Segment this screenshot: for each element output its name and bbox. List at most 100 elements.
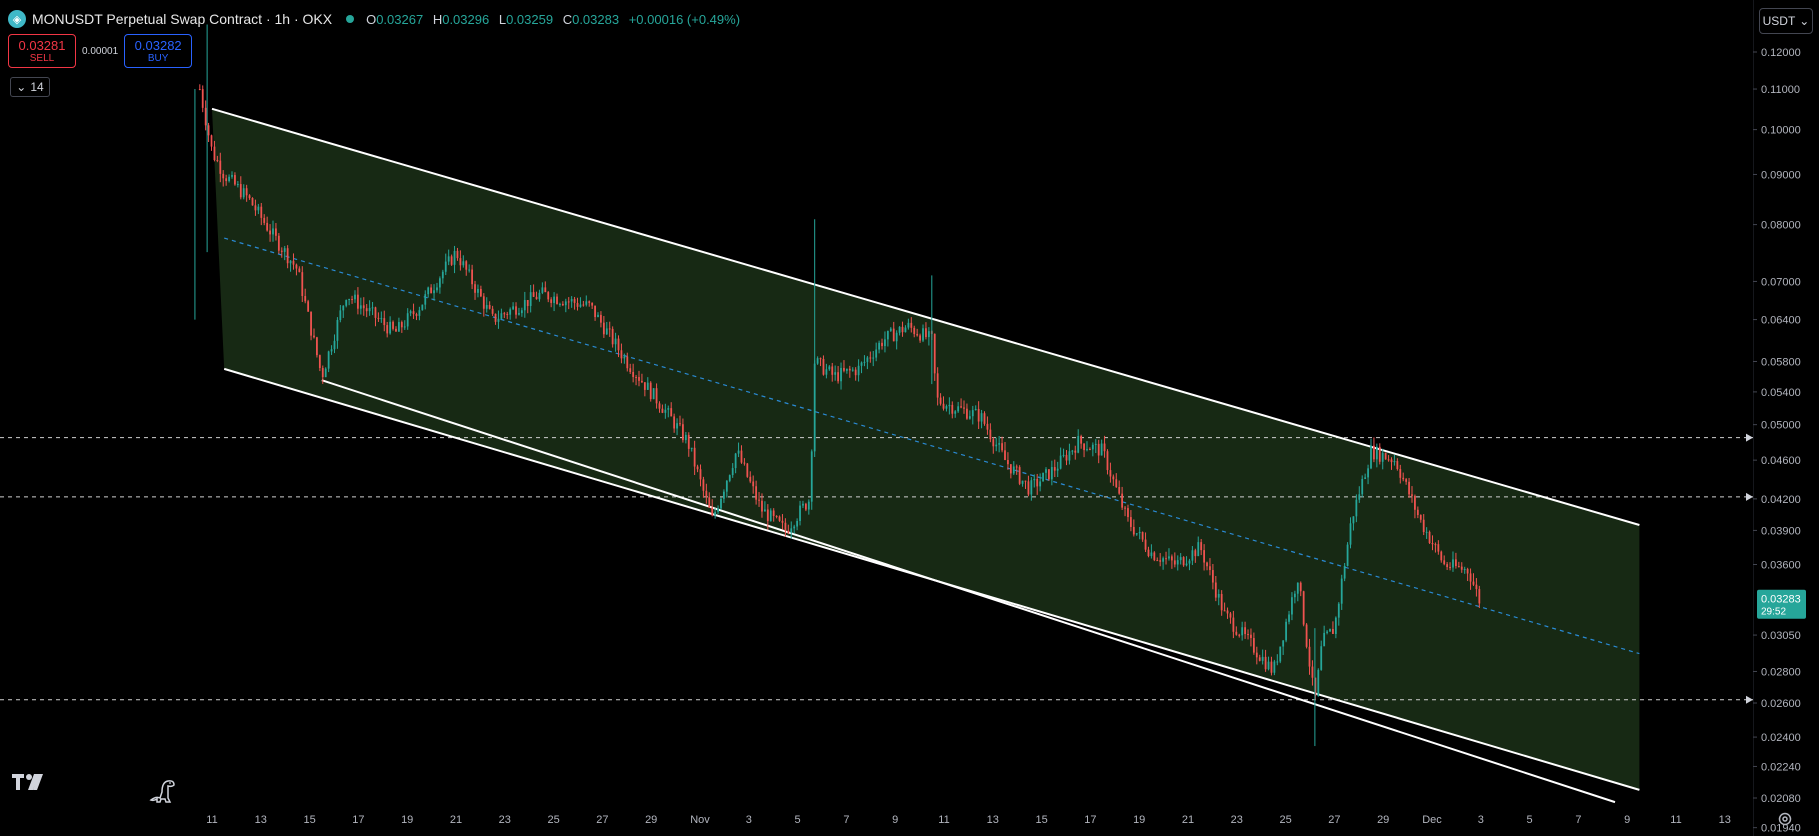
- candle-body: [1261, 656, 1264, 661]
- candle-body: [635, 376, 637, 378]
- candle-body: [494, 313, 497, 322]
- indicators-toggle-button[interactable]: ⌄ 14: [10, 77, 50, 97]
- currency-label: USDT: [1762, 14, 1796, 28]
- candle-body: [740, 450, 743, 463]
- time-axis-label: 7: [843, 814, 849, 826]
- candle-body: [1024, 480, 1027, 482]
- candle-body: [963, 407, 965, 409]
- candle-body: [277, 235, 280, 251]
- candle-body: [576, 302, 579, 307]
- candle-body: [1150, 552, 1153, 557]
- chart-legend: ◈ MONUSDT Perpetual Swap Contract · 1h ·…: [8, 8, 740, 30]
- candle-body: [1209, 566, 1211, 571]
- time-axis-label: 9: [1624, 814, 1630, 826]
- candle-body: [605, 328, 608, 335]
- candle-body: [1127, 508, 1129, 518]
- candle-body: [529, 292, 532, 306]
- dinosaur-mascot-icon[interactable]: [148, 774, 178, 804]
- candle-body: [922, 328, 924, 341]
- buy-button[interactable]: 0.03282 BUY: [124, 34, 193, 68]
- candle-body: [1039, 481, 1042, 487]
- candle-body: [679, 423, 681, 425]
- candle-body: [1326, 631, 1328, 633]
- candle-body: [1045, 469, 1047, 473]
- candle-body: [983, 413, 986, 424]
- candle-body: [459, 258, 462, 266]
- time-axis-label: 13: [987, 814, 999, 826]
- candle-body: [304, 296, 307, 302]
- candle-body: [895, 332, 898, 342]
- candle-body: [1311, 666, 1314, 678]
- candle-body: [444, 261, 447, 272]
- candle-body: [1027, 481, 1030, 495]
- candle-body: [503, 313, 506, 315]
- candle-body: [717, 508, 719, 512]
- candle-body: [758, 499, 760, 501]
- sell-button[interactable]: 0.03281 SELL: [8, 34, 76, 68]
- candle-body: [1320, 646, 1323, 670]
- settings-gear-icon[interactable]: [1776, 810, 1794, 828]
- channel-upper-line: [211, 107, 1640, 526]
- candle-body: [310, 311, 312, 336]
- price-axis-label: 0.11000: [1761, 84, 1800, 96]
- price-axis[interactable]: 0.12000 0.11000 0.10000 0.09000 0.08000 0.070…: [1753, 0, 1819, 836]
- candle-body: [198, 89, 201, 91]
- candle-body: [321, 368, 324, 378]
- candle-body: [1118, 487, 1121, 494]
- price-axis-label: 0.02240: [1761, 761, 1801, 773]
- candle-body: [1235, 631, 1238, 635]
- time-axis-label: 11: [1670, 814, 1681, 826]
- tradingview-logo-icon[interactable]: [12, 772, 46, 792]
- candle-body: [436, 287, 438, 291]
- price-axis-label: 0.02400: [1761, 732, 1801, 744]
- candle-body: [1062, 454, 1065, 456]
- candle-body: [359, 305, 362, 309]
- candle-body: [793, 526, 796, 529]
- time-axis-label: 7: [1575, 814, 1581, 826]
- candle-body: [892, 328, 895, 342]
- chevron-down-icon: ⌄: [16, 80, 27, 94]
- candle-body: [611, 328, 614, 345]
- candle-body: [933, 333, 936, 374]
- candle-body: [939, 397, 942, 404]
- candle-body: [986, 423, 989, 430]
- currency-selector[interactable]: USDT ⌄: [1759, 8, 1813, 34]
- candle-body: [652, 388, 655, 400]
- price-axis-label: 0.04200: [1761, 494, 1801, 506]
- candle-body: [239, 184, 242, 198]
- candle-body: [875, 349, 878, 358]
- candle-body: [1074, 450, 1077, 453]
- candle-body: [362, 305, 365, 309]
- candle-body: [974, 408, 977, 411]
- time-axis-label: 23: [1231, 814, 1243, 826]
- candle-body: [728, 475, 731, 481]
- candle-body: [1165, 558, 1167, 560]
- time-axis-label: 11: [938, 814, 949, 826]
- candle-body: [1457, 566, 1460, 568]
- candle-body: [825, 369, 828, 375]
- candle-body: [245, 188, 248, 196]
- candle-body: [556, 296, 558, 305]
- candle-body: [532, 292, 535, 297]
- candle-body: [1109, 470, 1112, 477]
- candle-body: [1185, 563, 1188, 566]
- price-chart[interactable]: 11 13 15 17 19 21 23 25 27 29 Nov 3 5 7 9 11 13 15 17 19 21 2…: [0, 0, 1753, 836]
- candle-body: [1250, 634, 1252, 639]
- candle-body: [1317, 669, 1320, 697]
- time-axis-label: Dec: [1422, 814, 1442, 826]
- candle-body: [720, 498, 722, 509]
- candle-body: [1408, 481, 1410, 495]
- candle-body: [523, 300, 526, 311]
- symbol-title[interactable]: MONUSDT Perpetual Swap Contract · 1h · O…: [32, 11, 333, 27]
- candle-body: [989, 429, 992, 440]
- candle-body: [1370, 445, 1372, 469]
- price-axis-label: 0.02080: [1761, 793, 1801, 805]
- candle-body: [1449, 567, 1451, 569]
- time-axis-label: 19: [1133, 814, 1145, 826]
- candle-body: [333, 340, 336, 350]
- candle-body: [526, 300, 529, 306]
- candle-body: [711, 507, 714, 516]
- candle-body: [1179, 557, 1182, 561]
- candle-body: [342, 305, 345, 311]
- candle-body: [318, 355, 321, 369]
